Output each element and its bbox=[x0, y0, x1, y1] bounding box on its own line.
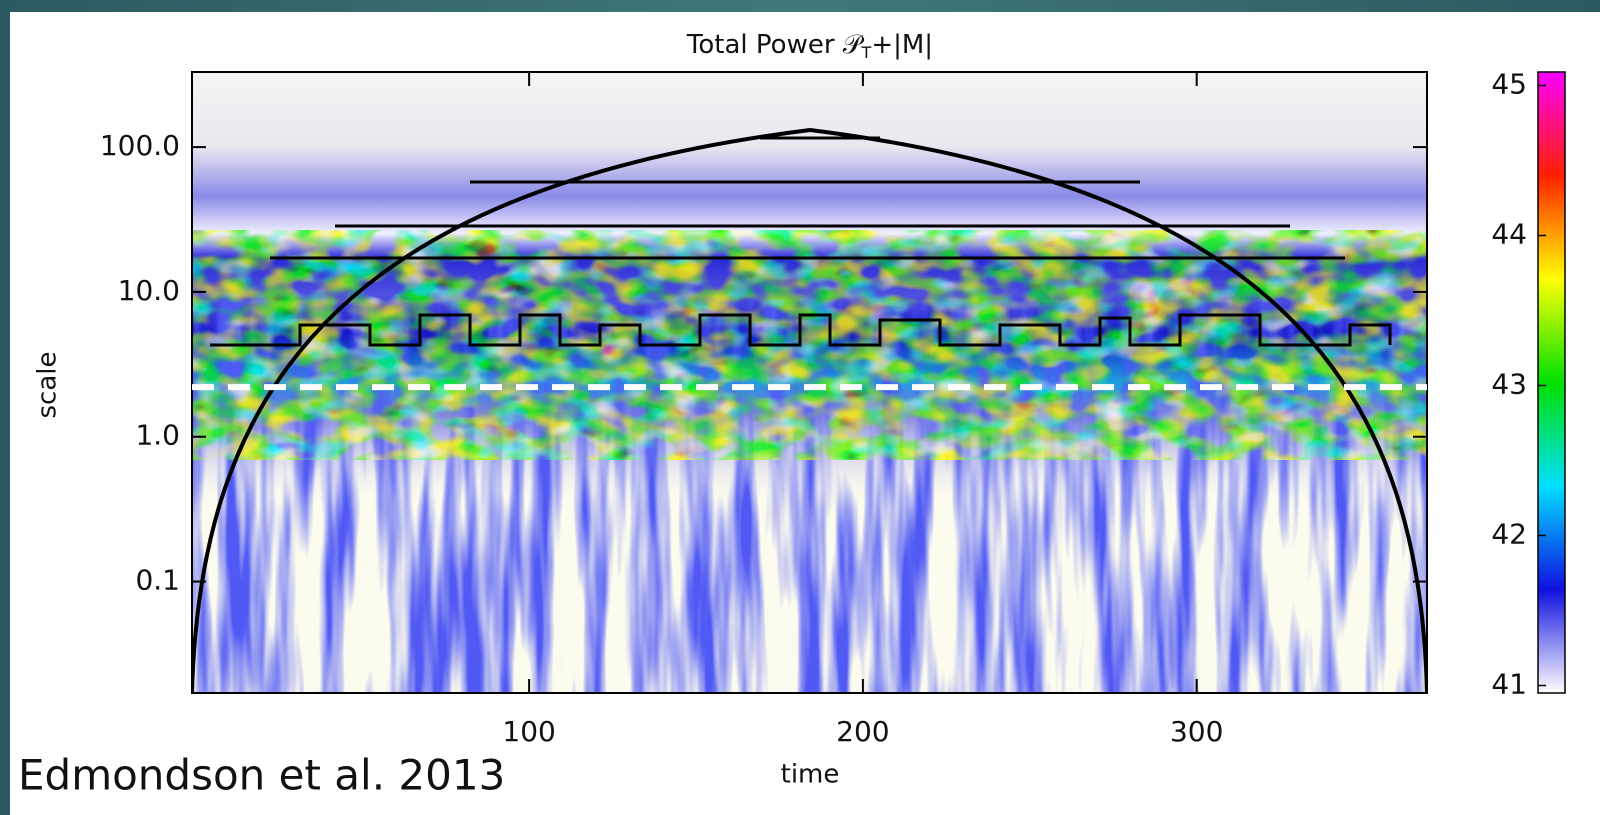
y-tick-label: 10.0 bbox=[118, 274, 180, 307]
annotation: Edmondson et al. 2013 bbox=[18, 751, 505, 800]
heatmap bbox=[192, 72, 1427, 693]
colorbar-tick-label: 42 bbox=[1491, 518, 1527, 551]
title-subscript: T bbox=[861, 43, 872, 62]
colorbar-tick-label: 43 bbox=[1491, 368, 1527, 401]
title-text: Total Power 𝒫 bbox=[686, 30, 865, 60]
x-tick-label: 100 bbox=[502, 715, 555, 748]
plot-frame bbox=[191, 71, 1428, 694]
chart-title: Total Power 𝒫T+|M| bbox=[686, 30, 933, 62]
colorbar-tick-label: 45 bbox=[1491, 68, 1527, 101]
x-axis-label: time bbox=[781, 760, 840, 790]
y-axis-label: scale bbox=[33, 352, 63, 419]
colorbar-tick-label: 44 bbox=[1491, 218, 1527, 251]
y-tick-label: 100.0 bbox=[100, 129, 180, 162]
colorbar-tick-label: 41 bbox=[1491, 668, 1527, 701]
x-tick-label: 200 bbox=[836, 715, 889, 748]
y-tick-label: 1.0 bbox=[135, 419, 180, 452]
colorbar bbox=[1537, 71, 1566, 694]
x-tick-label: 300 bbox=[1170, 715, 1223, 748]
title-suffix: +|M| bbox=[871, 30, 933, 60]
y-tick-label: 0.1 bbox=[135, 564, 180, 597]
